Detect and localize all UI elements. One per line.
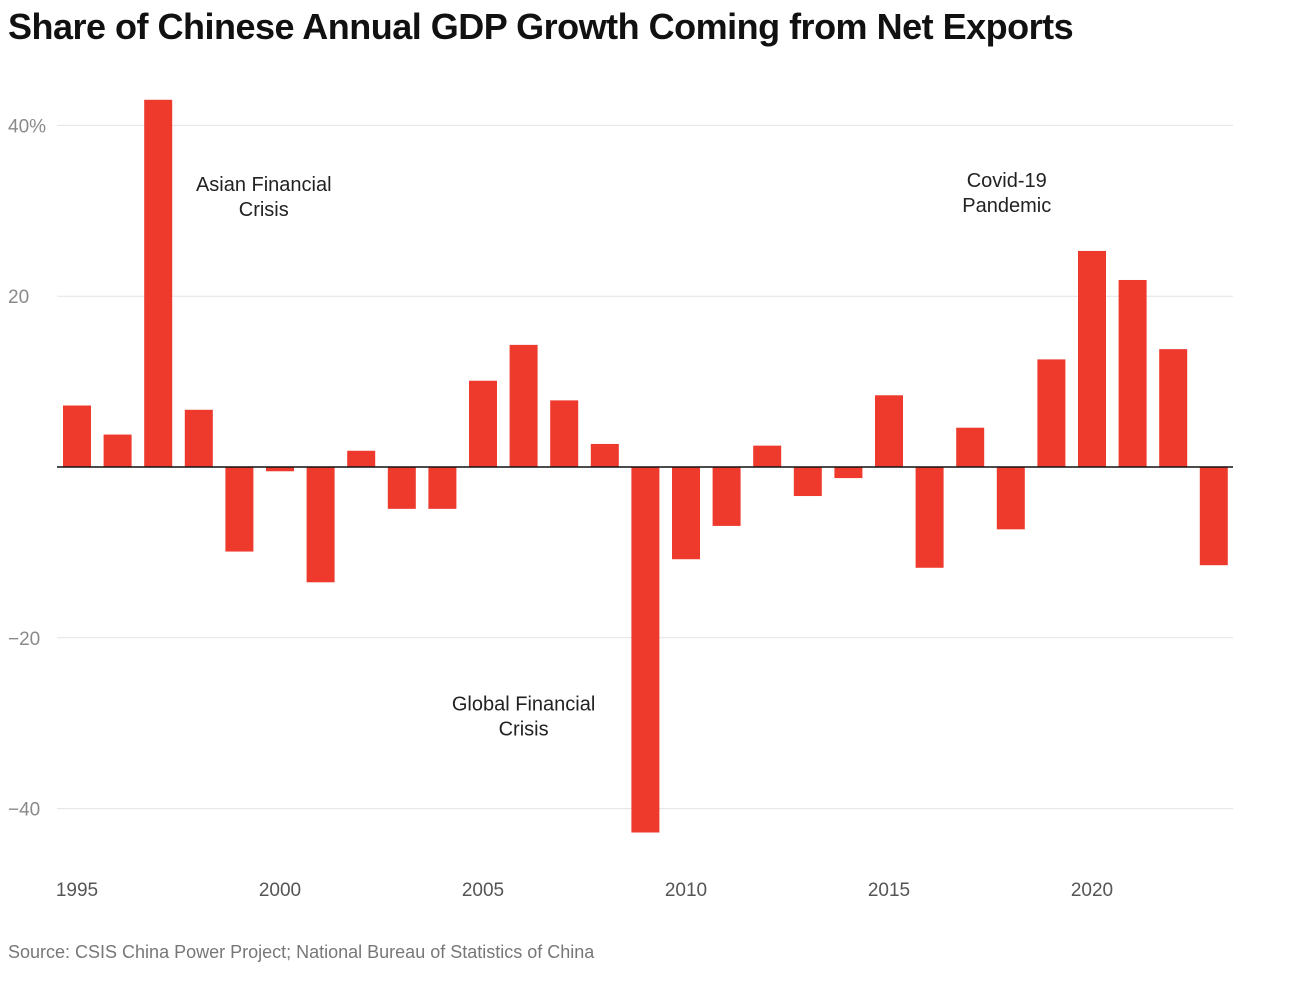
bar-2005 <box>469 380 497 467</box>
bar-2003 <box>387 467 416 509</box>
bar-1999 <box>225 467 254 552</box>
annotation-line: Crisis <box>499 718 549 740</box>
bar-2006 <box>509 344 538 467</box>
x-tick-label: 1995 <box>56 880 98 901</box>
annotation: Global Financial Crisis <box>452 693 595 740</box>
bar-2010 <box>672 467 700 560</box>
chart-title: Share of Chinese Annual GDP Growth Comin… <box>8 6 1074 47</box>
annotation: Asian Financial Crisis <box>196 174 332 221</box>
bar-2019 <box>1037 359 1066 467</box>
annotation-line: Pandemic <box>962 195 1051 217</box>
x-tick-label: 2010 <box>665 880 707 901</box>
x-axis-labels: 1995 2000 2005 2010 2015 2020 <box>56 880 1113 901</box>
bar-2007 <box>550 400 579 467</box>
bar-2008 <box>590 443 619 467</box>
bar-2009 <box>631 467 660 833</box>
bar-1996 <box>103 434 132 467</box>
bar-1997 <box>144 99 173 467</box>
bar-2004 <box>428 467 457 509</box>
y-axis-labels: 40% 20 −20 −40 <box>8 116 46 820</box>
bar-2001 <box>306 467 335 583</box>
bar-2012 <box>753 445 782 467</box>
bar-2013 <box>793 467 822 497</box>
y-tick-label: 40% <box>8 116 46 137</box>
bar-2002 <box>347 450 376 467</box>
bar-2011 <box>712 467 741 526</box>
x-tick-label: 2015 <box>868 880 910 901</box>
bar-2023 <box>1199 467 1228 566</box>
x-tick-label: 2005 <box>462 880 504 901</box>
y-tick-label: −20 <box>8 629 40 650</box>
bar-2015 <box>875 395 903 467</box>
annotation-line: Global Financial <box>452 693 595 715</box>
bar-2018 <box>996 467 1025 530</box>
x-tick-label: 2020 <box>1071 880 1113 901</box>
bar-2016 <box>915 467 944 568</box>
bar-2021 <box>1118 279 1147 467</box>
annotation-line: Crisis <box>239 199 289 221</box>
annotations: Asian Financial Crisis Global Financial Cri… <box>196 170 1051 741</box>
bar-1995 <box>63 405 91 467</box>
annotation-line: Asian Financial <box>196 174 332 196</box>
annotation-line: Covid-19 <box>967 170 1047 192</box>
bar-2017 <box>956 427 985 467</box>
bar-2022 <box>1159 349 1188 467</box>
source-note: Source: CSIS China Power Project; Nation… <box>8 942 595 962</box>
bar-2014 <box>834 467 863 479</box>
annotation: Covid-19 Pandemic <box>962 170 1051 217</box>
y-tick-label: 20 <box>8 287 29 308</box>
x-tick-label: 2000 <box>259 880 301 901</box>
bar-2020 <box>1078 250 1106 467</box>
bar-2000 <box>266 467 294 472</box>
bars <box>63 99 1228 833</box>
y-tick-label: −40 <box>8 800 40 821</box>
bar-1998 <box>184 409 213 467</box>
